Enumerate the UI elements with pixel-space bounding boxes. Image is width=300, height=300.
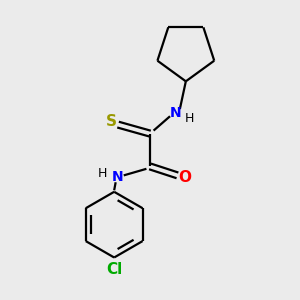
Text: O: O [179, 170, 192, 185]
Text: N: N [111, 170, 123, 184]
Text: H: H [185, 112, 194, 124]
Text: S: S [106, 114, 117, 129]
Text: Cl: Cl [106, 262, 122, 277]
Text: N: N [169, 106, 181, 120]
Text: H: H [98, 167, 107, 180]
